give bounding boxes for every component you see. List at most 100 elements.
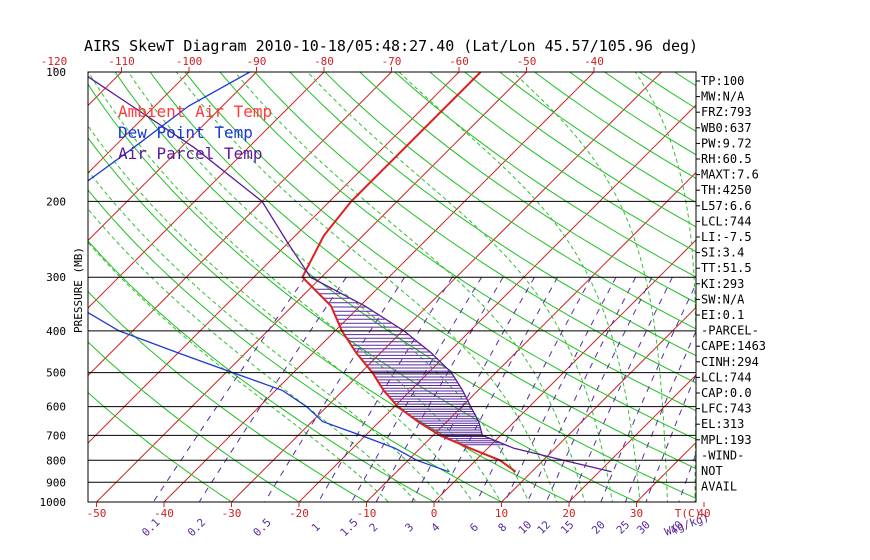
mixing-ratio-line bbox=[198, 276, 347, 502]
bottom-temp-tick-label: -10 bbox=[357, 507, 377, 520]
mixing-ratio-line bbox=[437, 276, 559, 502]
top-temp-tick-label: -100 bbox=[176, 55, 203, 68]
mixing-ratio-tick-label: 30 bbox=[634, 518, 653, 537]
index-li-text: LI:-7.5 bbox=[701, 230, 752, 244]
index-si-text: SI:3.4 bbox=[701, 246, 744, 260]
legend-entry: Dew Point Temp bbox=[118, 123, 253, 142]
mixing-ratio-tick-label: 3 bbox=[402, 521, 416, 535]
mixing-ratio-tick-label: 0.5 bbox=[251, 516, 274, 539]
mixing-ratio-line bbox=[351, 276, 483, 502]
pressure-tick-label: 700 bbox=[46, 429, 66, 442]
temp-axis-unit-label: T(C) bbox=[675, 507, 702, 520]
top-temp-tick-label: -50 bbox=[517, 55, 537, 68]
bottom-temp-tick-label: -50 bbox=[87, 507, 107, 520]
top-temp-tick-label: -90 bbox=[247, 55, 267, 68]
dry-adiabat-line bbox=[499, 72, 696, 203]
index-ei-text: EI:0.1 bbox=[701, 308, 744, 322]
index-sw-text: SW:N/A bbox=[701, 292, 745, 306]
index-l57-text: L57:6.6 bbox=[701, 199, 752, 213]
mixing-ratio-line bbox=[600, 282, 696, 502]
dry-adiabat-line bbox=[88, 290, 368, 502]
isotherm-line bbox=[88, 72, 392, 377]
dry-adiabat-line bbox=[88, 391, 233, 502]
index-rh-text: RH:60.5 bbox=[701, 152, 752, 166]
index-wb0-text: WB0:637 bbox=[701, 121, 752, 135]
mixing-ratio-line bbox=[264, 276, 406, 502]
dry-adiabat-line bbox=[254, 72, 696, 384]
pressure-axis-label: PRESSURE (MB) bbox=[72, 247, 85, 333]
pressure-tick-label: 100 bbox=[46, 66, 66, 79]
isotherm-line bbox=[298, 104, 696, 502]
index-maxt-text: MAXT:7.6 bbox=[701, 168, 759, 182]
dry-adiabat-line bbox=[394, 72, 696, 278]
mixing-ratio-tick-label: 2 bbox=[367, 521, 381, 535]
isotherm-line bbox=[0, 72, 54, 511]
bottom-temp-tick-label: -20 bbox=[289, 507, 309, 520]
mixing-ratio-line bbox=[504, 276, 617, 502]
bottom-temp-tick-label: 10 bbox=[495, 507, 508, 520]
mixing-ratio-tick-label: 15 bbox=[558, 518, 577, 537]
moist-adiabat-line bbox=[88, 169, 446, 502]
pressure-tick-label: 200 bbox=[46, 195, 66, 208]
pressure-tick-label: 500 bbox=[46, 367, 66, 380]
mixing-ratio-line bbox=[526, 276, 637, 502]
index-frz-text: FRZ:793 bbox=[701, 105, 752, 119]
bottom-temp-tick-label: -30 bbox=[222, 507, 242, 520]
isotherm-line bbox=[568, 374, 696, 502]
wind-status-text: NOT bbox=[701, 464, 723, 478]
dew-point-temp-series-line bbox=[88, 72, 450, 473]
top-temp-tick-label: -120 bbox=[41, 55, 68, 68]
bottom-temp-tick-label: 20 bbox=[562, 507, 575, 520]
dry-adiabat-line bbox=[88, 189, 503, 502]
dry-adiabat-line bbox=[114, 72, 696, 499]
mixing-ratio-line bbox=[476, 276, 592, 502]
dry-adiabat-line bbox=[184, 72, 696, 440]
bottom-temp-tick-label: 40 bbox=[697, 507, 710, 520]
parcel-mpl-text: MPL:193 bbox=[701, 433, 752, 447]
isotherm-line bbox=[433, 239, 696, 502]
parcel-cap-text: CAP:0.0 bbox=[701, 386, 752, 400]
wind-status-text: AVAIL bbox=[701, 480, 737, 494]
isotherm-line bbox=[762, 72, 870, 511]
isotherm-line bbox=[88, 72, 325, 309]
dry-adiabat-line bbox=[88, 240, 436, 502]
mixing-ratio-line bbox=[375, 276, 504, 502]
dry-adiabat-line bbox=[324, 72, 696, 330]
top-temp-tick-label: -60 bbox=[449, 55, 469, 68]
pressure-tick-label: 400 bbox=[46, 325, 66, 338]
parcel-cape-text: CAPE:1463 bbox=[701, 339, 766, 353]
isotherm-line bbox=[88, 72, 460, 444]
index-tt-text: TT:51.5 bbox=[701, 261, 752, 275]
parcel-el-text: EL:313 bbox=[701, 417, 744, 431]
moist-adiabat-line bbox=[307, 72, 613, 502]
pressure-tick-label: 800 bbox=[46, 454, 66, 467]
mixing-ratio-tick-label: 10 bbox=[516, 518, 535, 537]
isotherm-line bbox=[830, 72, 870, 511]
mixing-ratio-line bbox=[624, 330, 696, 502]
dry-adiabat-line bbox=[88, 137, 571, 502]
wind-header: -WIND- bbox=[701, 448, 744, 462]
mixing-ratio-line bbox=[545, 276, 653, 502]
dry-adiabat-line bbox=[359, 72, 696, 304]
pressure-tick-label: 900 bbox=[46, 476, 66, 489]
dry-adiabat-line bbox=[429, 72, 696, 253]
isotherm-line bbox=[500, 306, 696, 502]
isotherm-line bbox=[88, 72, 122, 107]
dry-adiabat-line bbox=[149, 72, 696, 470]
moist-adiabat-line bbox=[512, 72, 668, 502]
legend-entry: Ambient Air Temp bbox=[118, 102, 272, 121]
pressure-tick-label: 300 bbox=[46, 271, 66, 284]
air-parcel-temp-series-line bbox=[88, 75, 612, 473]
bottom-temp-tick-label: -40 bbox=[154, 507, 174, 520]
mixing-ratio-line bbox=[152, 276, 306, 502]
moist-adiabat-line bbox=[234, 72, 586, 502]
top-temp-tick-label: -70 bbox=[382, 55, 402, 68]
mixing-ratio-tick-label: 8 bbox=[496, 521, 510, 535]
mixing-ratio-tick-label: 20 bbox=[589, 518, 608, 537]
mixing-ratio-line bbox=[569, 276, 673, 502]
parcel-lcl-text: LCL:744 bbox=[701, 370, 752, 384]
top-temp-tick-label: -40 bbox=[584, 55, 604, 68]
pressure-tick-label: 600 bbox=[46, 401, 66, 414]
index-tp-text: TP:100 bbox=[701, 74, 744, 88]
